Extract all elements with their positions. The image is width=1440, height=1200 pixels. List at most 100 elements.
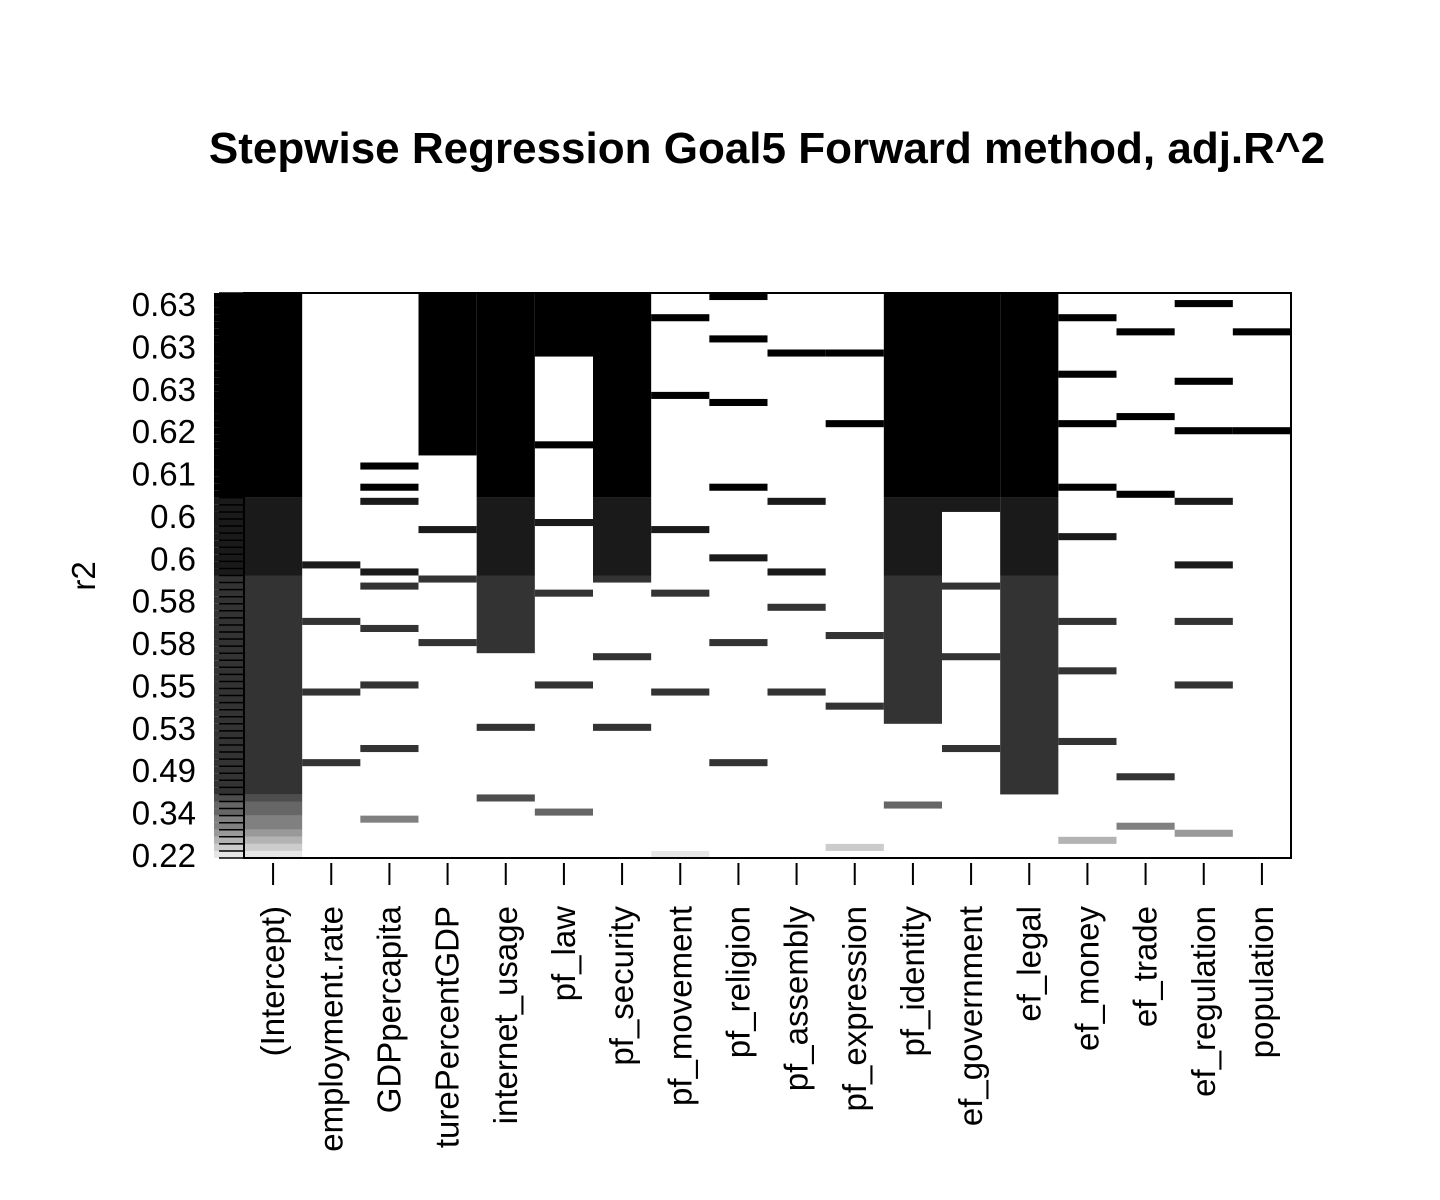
cell--intercept--8-8 [244,794,303,802]
cell-pf-identity-40-50 [883,497,942,576]
row-shade-41 [214,561,244,569]
row-shade-61 [214,420,244,428]
cell-ef-legal-40-50 [1000,497,1059,576]
row-shade-57 [214,448,244,456]
cell-employment-rate-33-33 [302,617,361,625]
row-shade-42 [214,554,244,562]
row-shade-23 [214,688,244,696]
x-tick-label: ef_regulation [1185,906,1222,1097]
row-shade-39 [214,575,244,583]
x-tick-label: ef_trade [1127,906,1164,1027]
row-shade-26 [214,667,244,675]
row-shade-18 [214,723,244,731]
cell-pf-movement-23-23 [651,688,710,696]
x-tick-label: GDPpercapita [370,905,407,1113]
cell-pf-security-28-28 [593,653,652,661]
cell-ef-regulation-50-50 [1174,497,1233,505]
cell-ef-regulation-60-60 [1174,427,1233,435]
row-shade-55 [214,462,244,470]
cell-ef-legal-51-79 [1000,293,1059,498]
row-shade-43 [214,547,244,555]
cell-ef-money-16-16 [1058,737,1117,745]
row-shade-46 [214,526,244,534]
row-shade-77 [214,307,244,315]
x-tick-label: pf_expression [836,906,873,1111]
cell-pf-law-6-6 [534,808,593,816]
y-tick-label: 0.62 [132,413,196,450]
cell-gdppercapita-24-24 [360,681,419,689]
heatmap-cells [244,293,1291,858]
y-axis-ruler [219,292,244,859]
cell-internet-usage-8-8 [476,794,535,802]
cell--intercept--6-7 [244,801,303,816]
row-shade-75 [214,321,244,329]
y-tick-label: 0.55 [132,667,196,704]
row-shade-62 [214,413,244,421]
cell-pf-law-37-37 [534,589,593,597]
cell-pf-expression-21-21 [825,702,884,710]
row-shade-27 [214,660,244,668]
cell--intercept--40-50 [244,497,303,576]
row-shade-21 [214,702,244,710]
cell-pf-security-40-50 [593,497,652,576]
cell-ef-money-2-2 [1058,836,1117,844]
cell-ef-legal-9-39 [1000,575,1059,795]
row-shade-3 [214,829,244,837]
row-shade-65 [214,391,244,399]
x-tick-label: pf_movement [661,906,698,1106]
cell-gdppercapita-38-38 [360,582,419,590]
row-shade-50 [214,497,244,505]
cell-pf-identity-19-39 [883,575,942,724]
cell-gdppercapita-5-5 [360,815,419,823]
row-shade-47 [214,519,244,527]
row-shade-8 [214,794,244,802]
cell-ef-money-52-52 [1058,483,1117,491]
y-tick-label: 0.58 [132,583,196,620]
cell-ef-regulation-3-3 [1174,829,1233,837]
cell-pf-security-18-18 [593,723,652,731]
row-shade-37 [214,589,244,597]
row-shade-63 [214,406,244,414]
cell--intercept--3-3 [244,829,303,837]
cell-ef-government-38-38 [942,582,1001,590]
row-shade-4 [214,822,244,830]
cell-ef-regulation-67-67 [1174,377,1233,385]
cell-ef-trade-74-74 [1116,328,1175,336]
cell-pf-movement-76-76 [651,314,710,322]
cell-turepercentgdp-57-79 [418,293,477,456]
cell-internet-usage-51-79 [476,293,535,498]
row-shade-68 [214,370,244,378]
cell--intercept--4-5 [244,815,303,830]
row-shade-34 [214,610,244,618]
row-shade-31 [214,632,244,640]
x-tick-label: pf_identity [894,906,931,1057]
row-shade-66 [214,384,244,392]
row-shade-53 [214,476,244,484]
cell-pf-religion-52-52 [709,483,768,491]
y-tick-label: 0.63 [132,328,196,365]
y-tick-label: 0.63 [132,371,196,408]
row-shade-17 [214,730,244,738]
cell-employment-rate-41-41 [302,561,361,569]
row-shade-22 [214,695,244,703]
cell-pf-movement-37-37 [651,589,710,597]
shade-layer [214,293,244,858]
row-shade-71 [214,349,244,357]
row-shade-35 [214,603,244,611]
cell-pf-movement-0-0 [651,850,710,858]
cell-internet-usage-29-39 [476,575,535,654]
cell-pf-identity-7-7 [883,801,942,809]
row-shade-13 [214,759,244,767]
x-tick-label: pf_religion [719,906,756,1058]
cell-ef-government-15-15 [942,745,1001,753]
cell-pf-expression-1-1 [825,843,884,851]
cell-pf-religion-64-64 [709,398,768,406]
cell-pf-religion-30-30 [709,639,768,647]
cell-ef-money-76-76 [1058,314,1117,322]
y-tick-label: 0.49 [132,752,196,789]
cell--intercept--51-79 [244,293,303,498]
cell-pf-movement-46-46 [651,526,710,534]
x-tick-label: turePercentGDP [429,906,466,1148]
row-shade-73 [214,335,244,343]
